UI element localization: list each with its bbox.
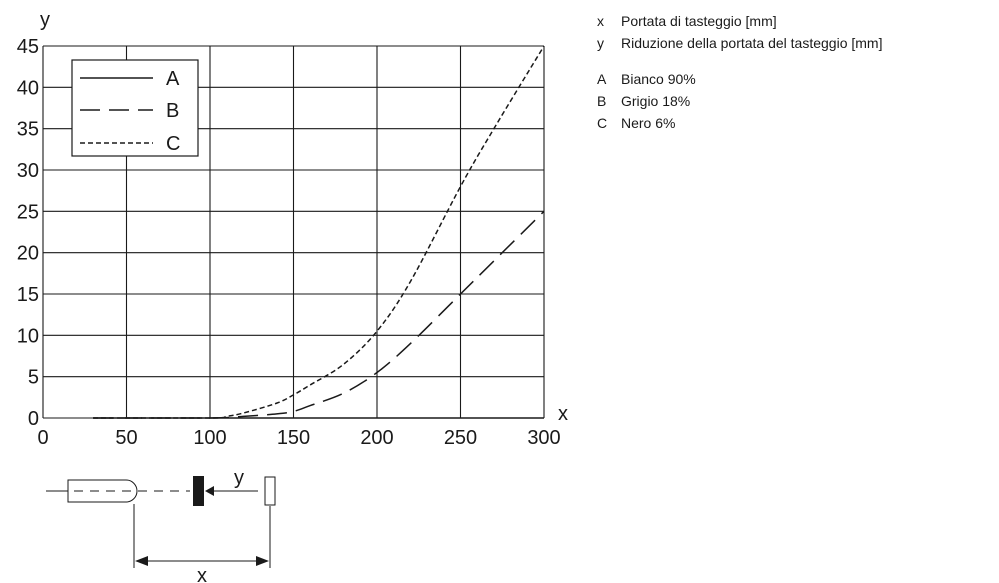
series-line-c <box>93 45 545 419</box>
side-legend-text: Riduzione della portata del tasteggio [m… <box>621 35 883 51</box>
series-line-b <box>93 210 545 419</box>
y-tick-label: 15 <box>17 284 39 306</box>
side-legend-item: y Riduzione della portata del tasteggio [… <box>597 32 882 54</box>
side-legend-text: Grigio 18% <box>621 93 691 109</box>
side-legend-key: x <box>597 13 604 29</box>
grid <box>42 45 545 419</box>
dim-arrow-right-head <box>256 556 269 566</box>
reduction-arrow-head <box>205 486 214 496</box>
x-axis-letter: x <box>558 403 568 425</box>
legend-frame <box>71 59 199 157</box>
side-legend-item: C Nero 6% <box>597 112 882 134</box>
y-tick-label: 5 <box>28 367 39 389</box>
x-tick-label: 100 <box>193 427 226 449</box>
legend-label-a: A <box>166 68 180 90</box>
y-tick-label: 25 <box>17 201 39 223</box>
tick-labels: 0 50 100 150 200 250 300 0 5 10 15 20 25 30 35 40 45 <box>17 36 561 449</box>
y-tick-label: 35 <box>17 119 39 141</box>
side-legend-item: A Bianco 90% <box>597 68 882 90</box>
side-legend-key: y <box>597 35 604 51</box>
x-tick-label: 150 <box>277 427 310 449</box>
target-white <box>264 476 276 506</box>
sensor-diagram: y x <box>46 467 276 583</box>
target-dark <box>193 476 204 506</box>
y-axis-letter: y <box>40 9 50 31</box>
y-tick-label: 40 <box>17 77 39 99</box>
curves <box>93 45 545 419</box>
x-tick-label: 0 <box>37 427 48 449</box>
side-legend-key: A <box>597 71 607 87</box>
chart-legend: A B C <box>71 59 199 157</box>
diagram-y-label: y <box>234 467 244 489</box>
x-tick-label: 250 <box>444 427 477 449</box>
side-legend-key: C <box>597 115 608 131</box>
y-tick-label: 10 <box>17 325 39 347</box>
x-tick-label: 300 <box>527 427 560 449</box>
y-tick-label: 0 <box>28 408 39 430</box>
side-legend-text: Bianco 90% <box>621 71 696 87</box>
x-tick-label: 50 <box>115 427 137 449</box>
side-legend-text: Nero 6% <box>621 115 676 131</box>
side-legend: x Portata di tasteggio [mm] y Riduzione de… <box>597 10 882 134</box>
diagram-x-label: x <box>197 565 207 583</box>
x-tick-label: 200 <box>360 427 393 449</box>
y-tick-label: 45 <box>17 36 39 58</box>
legend-label-b: B <box>166 100 179 122</box>
y-tick-label: 30 <box>17 160 39 182</box>
dim-arrow-left-head <box>135 556 148 566</box>
legend-label-c: C <box>166 133 180 155</box>
side-legend-text: Portata di tasteggio [mm] <box>621 13 777 29</box>
sensor-body <box>67 479 138 503</box>
side-legend-key: B <box>597 93 607 109</box>
side-legend-item: x Portata di tasteggio [mm] <box>597 10 882 32</box>
side-legend-item: B Grigio 18% <box>597 90 882 112</box>
y-tick-label: 20 <box>17 243 39 265</box>
